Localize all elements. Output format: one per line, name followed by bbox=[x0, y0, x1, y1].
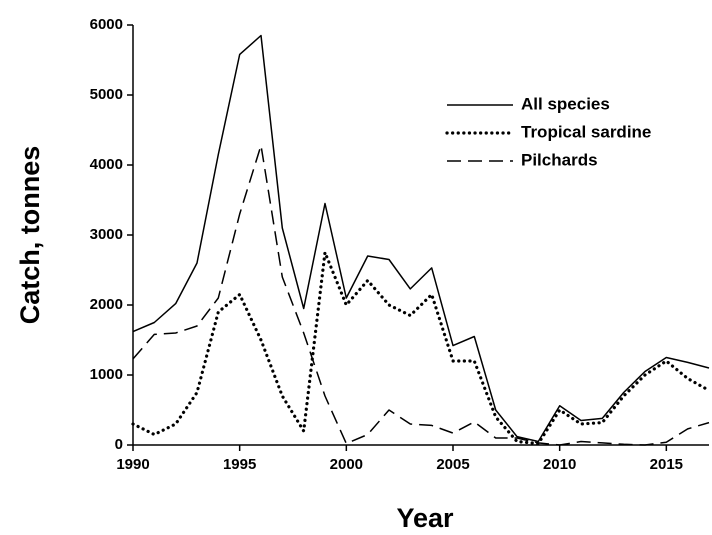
series-line bbox=[132, 144, 710, 446]
y-tick-label: 3000 bbox=[90, 226, 123, 243]
legend-label: All species bbox=[521, 94, 610, 113]
y-tick-label: 5000 bbox=[90, 86, 123, 103]
y-axis-title: Catch, tonnes bbox=[15, 146, 45, 325]
y-tick-label: 1000 bbox=[90, 366, 123, 383]
x-tick-label: 2000 bbox=[330, 456, 363, 473]
x-tick-label: 1990 bbox=[116, 456, 149, 473]
y-tick-label: 2000 bbox=[90, 296, 123, 313]
y-tick-label: 0 bbox=[115, 436, 123, 453]
x-tick-label: 1995 bbox=[223, 456, 256, 473]
x-tick-label: 2015 bbox=[650, 456, 683, 473]
x-tick-label: 2005 bbox=[436, 456, 469, 473]
series-line bbox=[132, 34, 710, 443]
series-line bbox=[131, 250, 711, 446]
y-tick-label: 4000 bbox=[90, 156, 123, 173]
legend-label: Tropical sardine bbox=[521, 122, 651, 141]
y-tick-label: 6000 bbox=[90, 16, 123, 33]
x-axis-title: Year bbox=[396, 503, 454, 533]
x-tick-label: 2010 bbox=[543, 456, 576, 473]
legend-label: Pilchards bbox=[521, 150, 598, 169]
